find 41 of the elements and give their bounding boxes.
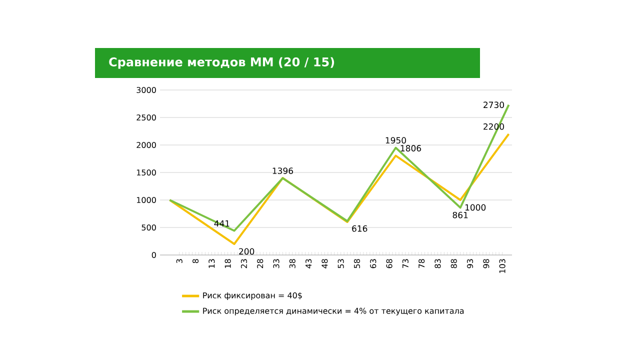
x-tick-label: 63: [370, 259, 376, 268]
x-tick-label: 88: [450, 259, 457, 268]
annotation: 2730: [484, 102, 504, 108]
annotation: 200: [239, 248, 254, 255]
y-tick-label: 2000: [136, 142, 156, 148]
y-tick-label: 500: [142, 224, 156, 231]
x-tick-label: 3: [176, 259, 182, 264]
x-tick-label: 48: [322, 259, 328, 268]
x-tick-label: 38: [289, 259, 296, 268]
x-tick-label: 8: [192, 259, 199, 264]
annotation: 1806: [400, 145, 422, 152]
x-tick-label: 53: [338, 259, 344, 268]
chart-title: Сравнение методов ММ (20 / 15): [109, 57, 334, 69]
x-tick-label: 43: [306, 259, 312, 268]
annotation: 861: [452, 212, 468, 218]
x-tick-label: 98: [483, 259, 490, 268]
y-tick-label: 0: [152, 252, 156, 258]
x-tick-label: 83: [434, 259, 441, 268]
line-series: [168, 133, 510, 245]
x-tick-label: 73: [402, 259, 408, 268]
legend-label: Риск фиксирован = 40$: [203, 292, 302, 300]
x-tick-label: 13: [208, 259, 215, 268]
y-tick-label: 1500: [136, 169, 156, 176]
x-tick-label: 78: [418, 259, 425, 268]
x-tick-label: 68: [386, 259, 392, 268]
x-tick-label: 58: [354, 259, 360, 268]
annotation: 616: [352, 225, 368, 232]
annotation: 1396: [272, 168, 293, 174]
y-tick-label: 1000: [136, 196, 156, 204]
y-tick-label: 3000: [136, 86, 156, 94]
y-tick-label: 2500: [136, 114, 156, 121]
x-tick-label: 93: [466, 259, 474, 268]
x-tick-label: 28: [257, 259, 264, 268]
line-series: [168, 104, 510, 232]
x-tick-label: 18: [224, 259, 231, 268]
annotation: 1000: [465, 204, 486, 211]
annotation: 1950: [386, 137, 406, 144]
legend-label: Риск определяется динамически = 4% от текущего капитала: [203, 308, 464, 316]
x-tick-label: 103: [499, 259, 506, 273]
x-tick-label: 33: [273, 259, 280, 268]
x-tick-label: 23: [240, 259, 247, 268]
